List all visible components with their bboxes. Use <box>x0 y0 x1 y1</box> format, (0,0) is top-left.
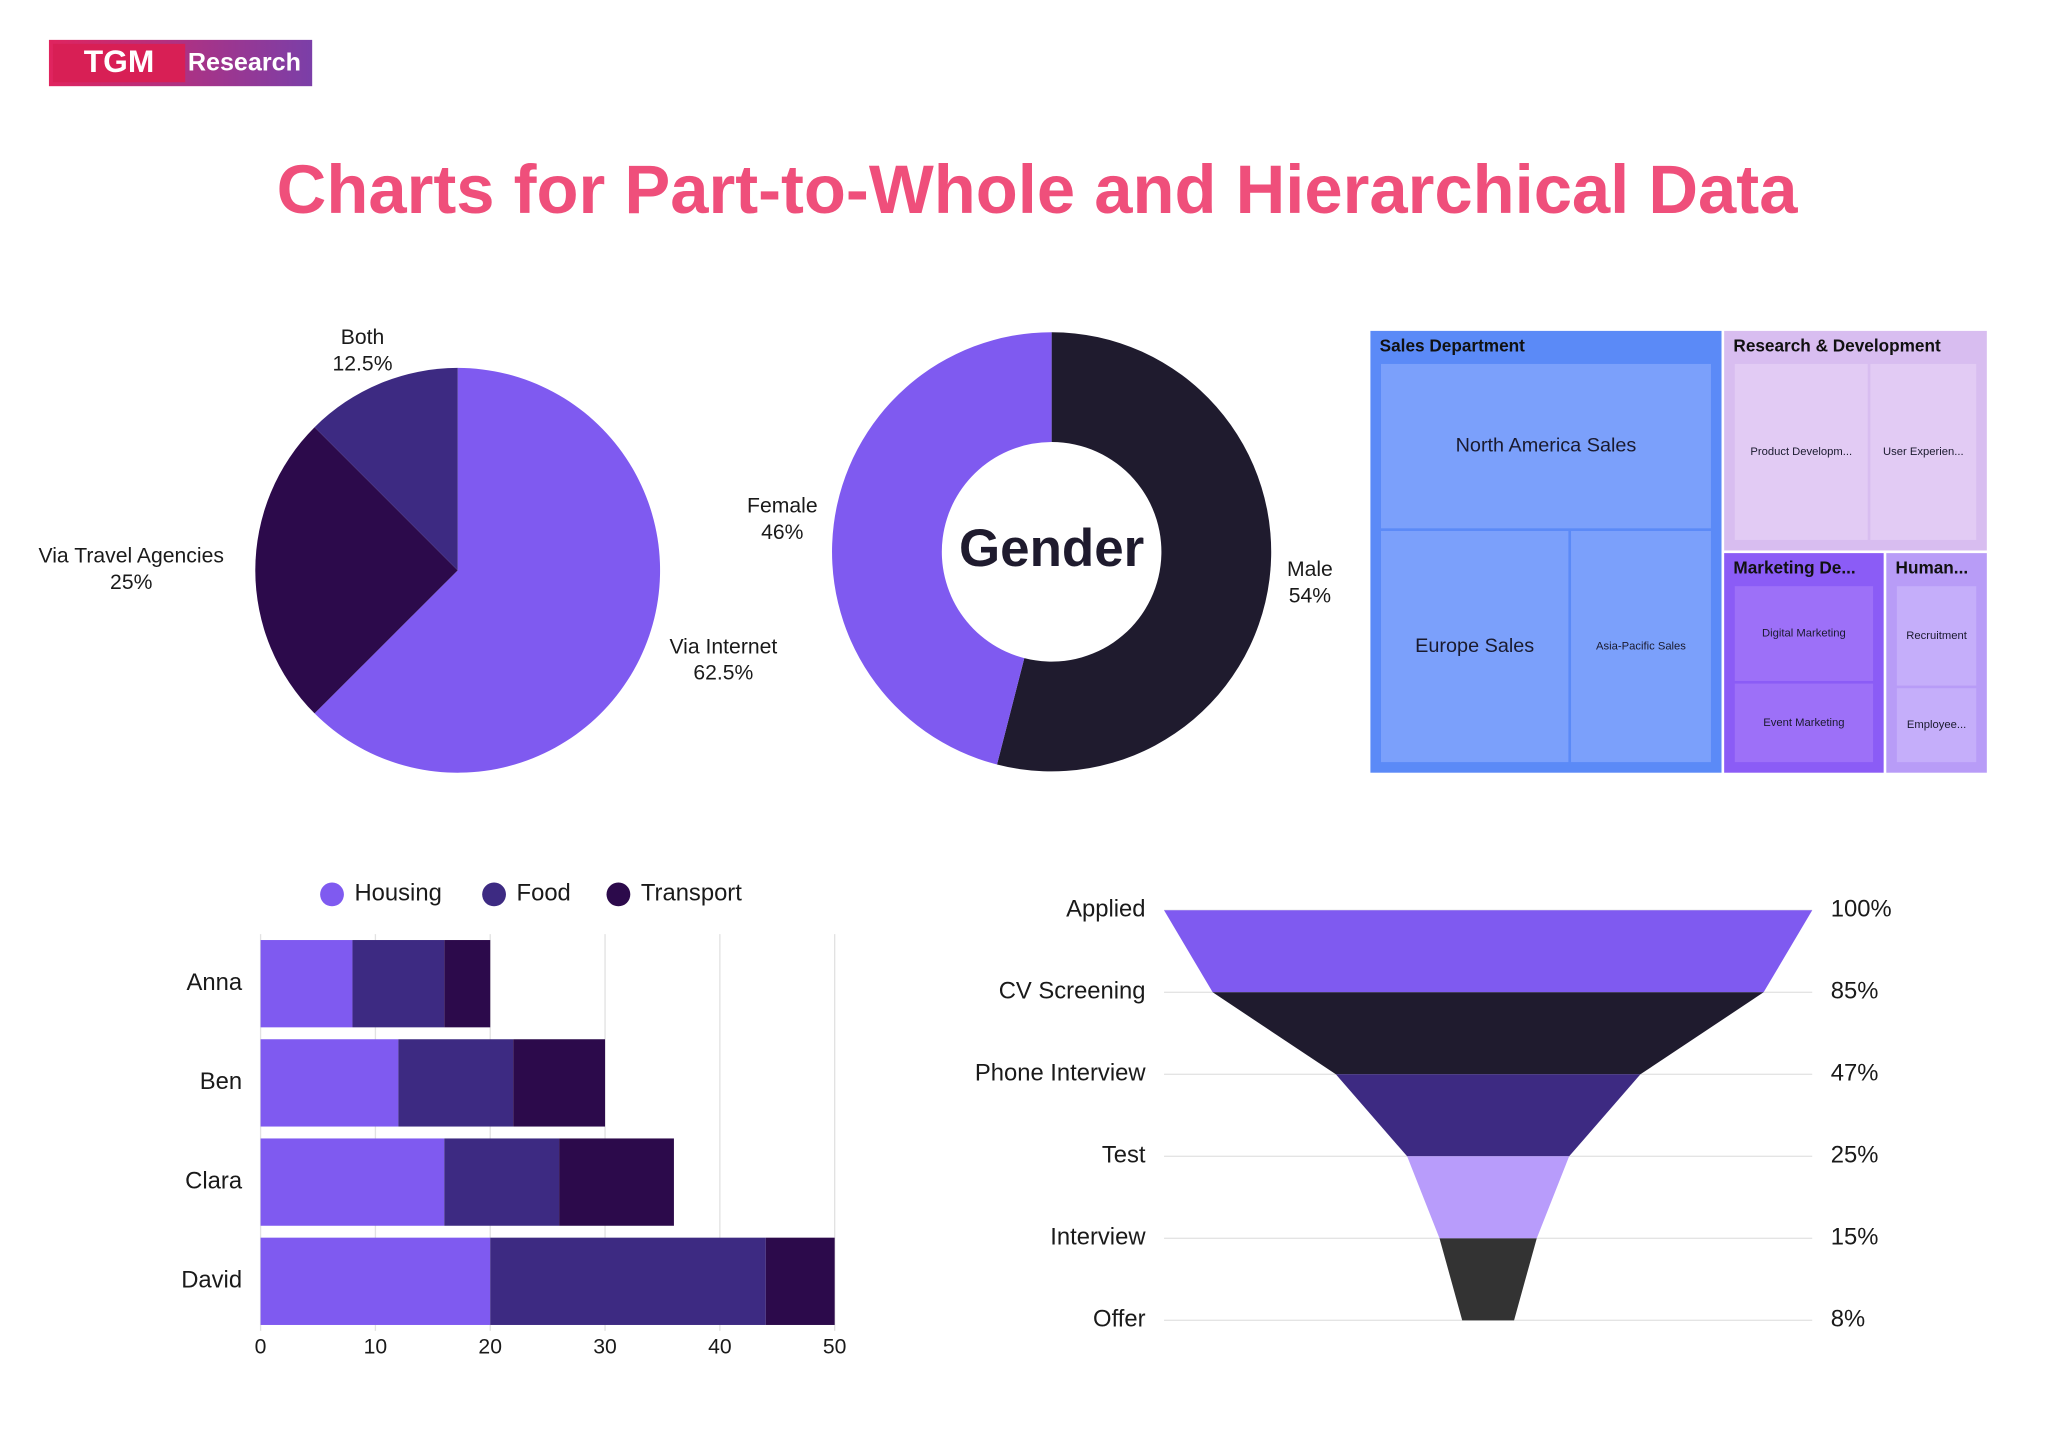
slice-value-label: 54% <box>1289 584 1332 607</box>
treemap-leaf-label: Employee... <box>1907 719 1966 731</box>
x-tick-label: 30 <box>593 1336 617 1359</box>
stage-value-label: 100% <box>1831 896 1892 923</box>
pie-slice <box>314 367 661 773</box>
slice-label: Via Travel Agencies <box>39 545 224 568</box>
slice-label: Male <box>1287 558 1333 581</box>
donut-chart: Male 54% Female 46% Gender <box>747 332 1333 772</box>
treemap-leaf-label: Digital Marketing <box>1762 628 1846 640</box>
treemap-leaf <box>1734 586 1874 681</box>
bar-segment <box>513 1039 606 1127</box>
x-tick-label: 50 <box>823 1336 847 1359</box>
treemap-leaf-label: Asia-Pacific Sales <box>1596 641 1686 653</box>
treemap-leaf <box>1380 363 1711 529</box>
legend-label: Housing <box>355 880 442 907</box>
treemap-group-label: Marketing De... <box>1733 558 1855 578</box>
bar-segment <box>559 1138 674 1226</box>
treemap-group-label: Sales Department <box>1380 335 1525 355</box>
funnel-band <box>1407 1156 1570 1239</box>
slice-value-label: 25% <box>110 571 153 594</box>
treemap-leaf <box>1896 586 1977 686</box>
treemap-leaf <box>1734 363 1868 540</box>
bar-segment <box>260 1237 491 1325</box>
y-tick-label: David <box>181 1267 242 1294</box>
bar-segment <box>260 940 353 1028</box>
treemap-leaf <box>1896 688 1977 763</box>
slice-label: Via Internet <box>669 635 777 658</box>
x-tick-label: 20 <box>478 1336 502 1359</box>
bar-segment <box>765 1237 835 1325</box>
slice-value-label: 46% <box>761 521 804 544</box>
treemap-leaf-label: Europe Sales <box>1415 635 1534 657</box>
page-title: Charts for Part-to-Whole and Hierarchica… <box>277 151 1799 228</box>
bar-segment <box>260 1138 445 1226</box>
x-tick-label: 10 <box>364 1336 388 1359</box>
legend-label: Transport <box>641 880 742 907</box>
treemap-leaf <box>1734 683 1874 763</box>
stage-value-label: 8% <box>1831 1306 1865 1333</box>
bar-segment <box>490 1237 766 1325</box>
pie-chart: Via Internet 62.5% Via Travel Agencies 25% B… <box>39 326 777 773</box>
stage-value-label: 25% <box>1831 1142 1879 1169</box>
funnel-chart: Applied 100% CV Screening 85% Phone Intervie… <box>975 896 1892 1333</box>
stage-value-label: 85% <box>1831 978 1879 1005</box>
y-tick-label: Clara <box>185 1167 243 1194</box>
treemap-leaf <box>1571 530 1711 763</box>
stage-label: Phone Interview <box>975 1060 1146 1087</box>
treemap-leaf <box>1380 530 1569 763</box>
stage-label: CV Screening <box>999 978 1146 1005</box>
y-tick-label: Anna <box>186 969 242 996</box>
legend-swatch <box>320 882 344 907</box>
legend-label: Food <box>517 880 571 907</box>
funnel-band <box>1335 1074 1641 1157</box>
stacked-bar-chart: 0 10 20 30 40 50 Housing Food Transport Anna Ben Cl… <box>181 880 846 1359</box>
treemap-group-label: Human... <box>1896 558 1969 578</box>
treemap-leaf-label: Product Developm... <box>1750 446 1852 458</box>
slice-value-label: 12.5% <box>333 352 393 375</box>
stage-value-label: 15% <box>1831 1224 1879 1251</box>
funnel-band <box>1439 1238 1537 1321</box>
treemap-leaf-label: Recruitment <box>1906 630 1967 642</box>
stage-label: Offer <box>1093 1306 1146 1333</box>
treemap-leaf-label: North America Sales <box>1456 434 1637 456</box>
x-tick-label: 40 <box>708 1336 732 1359</box>
stage-label: Applied <box>1066 896 1145 923</box>
bar-segment <box>444 1138 560 1226</box>
x-tick-label: 0 <box>255 1336 267 1359</box>
slice-label: Both <box>341 326 385 349</box>
stage-value-label: 47% <box>1831 1060 1879 1087</box>
donut-center-label: Gender <box>959 519 1144 578</box>
legend-swatch <box>606 882 631 907</box>
bar-segment <box>352 940 445 1028</box>
funnel-band <box>1212 992 1764 1075</box>
treemap-group-label: Research & Development <box>1733 335 1941 355</box>
funnel-band <box>1164 910 1813 993</box>
slice-label: Female <box>747 494 818 517</box>
treemap-leaf-label: Event Marketing <box>1763 717 1844 729</box>
slice-value-label: 62.5% <box>693 662 753 685</box>
bar-segment <box>260 1039 399 1127</box>
stage-label: Interview <box>1050 1224 1146 1251</box>
treemap-leaf-label: User Experien... <box>1883 446 1964 458</box>
logo: TGM Research <box>48 39 313 87</box>
logo-mark-box <box>52 43 186 83</box>
donut-slice <box>997 332 1272 772</box>
logo-text: Research <box>188 48 301 76</box>
y-tick-label: Ben <box>200 1068 242 1095</box>
logo-mark: TGM <box>84 43 155 79</box>
legend-swatch <box>482 882 506 907</box>
donut-slice <box>832 332 1052 765</box>
pie-slice <box>314 367 458 571</box>
bar-segment <box>398 1039 514 1127</box>
bar-segment <box>444 940 491 1028</box>
pie-slice <box>255 427 458 714</box>
stage-label: Test <box>1102 1142 1146 1169</box>
treemap-leaf <box>1870 363 1977 540</box>
treemap: Sales Department North America Sales Europ… <box>1370 330 1987 773</box>
